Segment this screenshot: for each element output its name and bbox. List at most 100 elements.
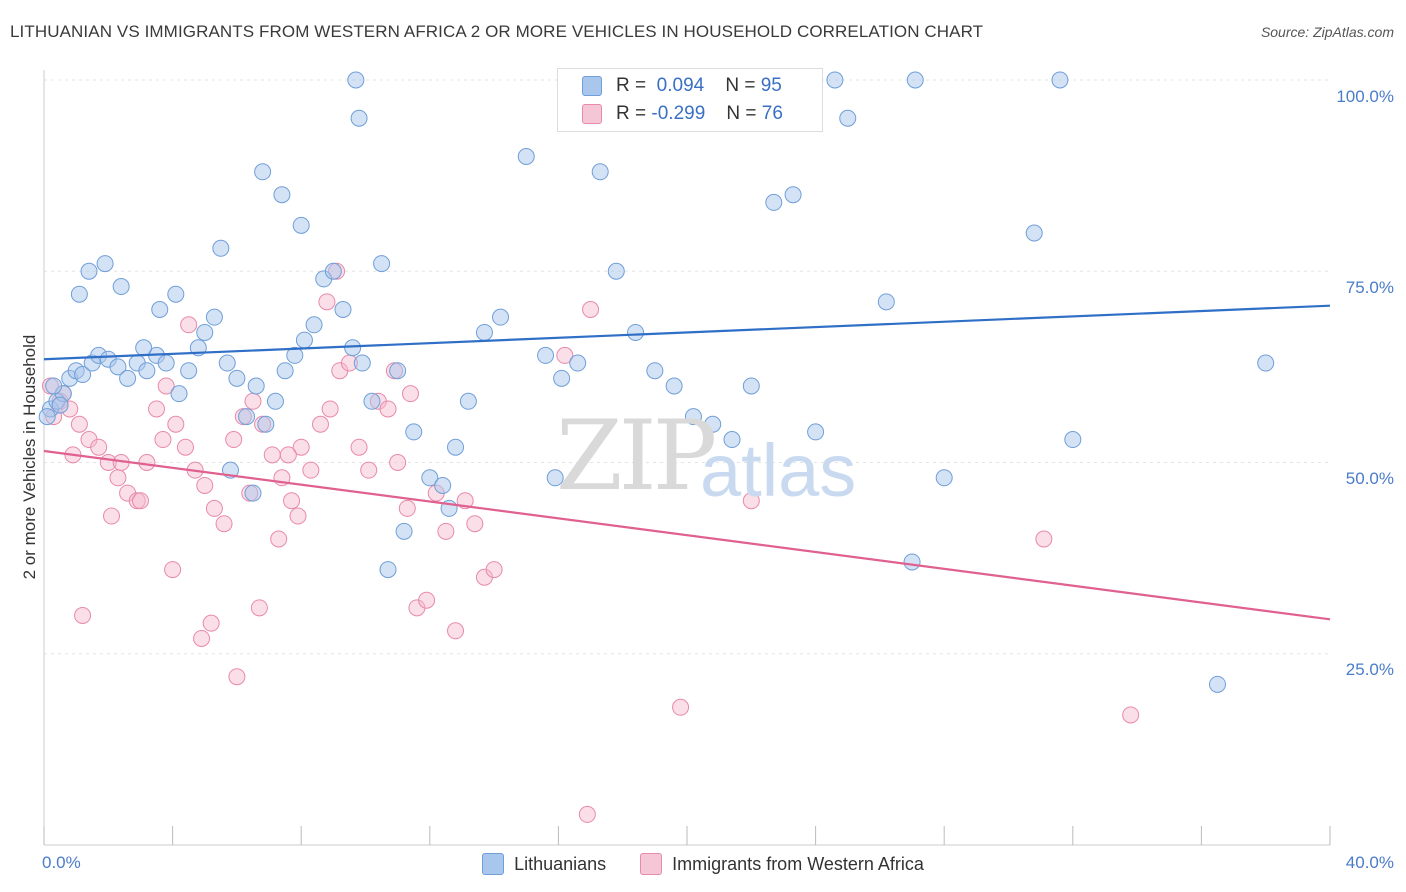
data-point-immigrants — [466, 515, 484, 533]
data-point-immigrants — [225, 431, 243, 449]
data-point-immigrants — [279, 446, 297, 464]
data-point-lithuanians — [389, 362, 407, 380]
data-point-immigrants — [672, 698, 690, 716]
data-point-lithuanians — [553, 369, 571, 387]
axes — [43, 70, 1331, 846]
series-immigrants-points — [41, 262, 1140, 823]
data-point-lithuanians — [305, 316, 323, 334]
data-point-immigrants — [176, 438, 194, 456]
stats-r-value: -0.299 — [651, 103, 706, 124]
data-point-immigrants — [1122, 706, 1140, 724]
data-point-lithuanians — [1064, 431, 1082, 449]
data-point-immigrants — [398, 499, 416, 517]
stats-swatch-blue — [582, 76, 602, 96]
data-point-immigrants — [582, 301, 600, 318]
data-point-immigrants — [311, 415, 329, 433]
data-point-lithuanians — [96, 255, 114, 273]
data-point-immigrants — [1035, 530, 1053, 548]
data-point-immigrants — [289, 507, 307, 525]
legend-label-lithuanians: Lithuanians — [514, 853, 607, 874]
x-tick-label-min: 0.0% — [42, 853, 81, 872]
data-point-lithuanians — [906, 71, 924, 89]
y-axis-label: 2 or more Vehicles in Household — [20, 334, 39, 580]
stats-r-label: R = — [616, 103, 647, 124]
data-point-lithuanians — [138, 362, 156, 380]
data-point-lithuanians — [228, 369, 246, 387]
data-point-immigrants — [283, 492, 301, 510]
legend: Lithuanians Immigrants from Western Afri… — [0, 853, 1406, 875]
legend-item-immigrants[interactable]: Immigrants from Western Africa — [640, 853, 924, 875]
data-point-lithuanians — [784, 186, 802, 204]
data-point-lithuanians — [807, 423, 825, 441]
data-point-lithuanians — [475, 323, 493, 341]
legend-item-lithuanians[interactable]: Lithuanians — [482, 853, 606, 875]
data-point-immigrants — [244, 392, 262, 410]
data-point-lithuanians — [839, 109, 857, 127]
source-label: Source: ZipAtlas.com — [1260, 24, 1394, 40]
data-point-immigrants — [193, 629, 211, 647]
data-point-lithuanians — [379, 561, 397, 579]
data-point-lithuanians — [569, 354, 587, 372]
data-point-lithuanians — [1051, 71, 1069, 89]
data-point-immigrants — [437, 522, 455, 540]
data-point-immigrants — [418, 591, 436, 609]
data-point-lithuanians — [51, 396, 69, 414]
data-point-immigrants — [318, 293, 336, 311]
series-lithuanians-points — [38, 71, 1275, 693]
stats-n-value: 95 — [760, 75, 782, 96]
data-point-lithuanians — [434, 476, 452, 494]
data-point-immigrants — [205, 499, 223, 517]
y-tick-label-25: 25.0% — [1345, 660, 1394, 679]
data-point-lithuanians — [347, 71, 365, 89]
data-point-lithuanians — [607, 262, 625, 280]
stats-row-immigrants: R = -0.299 N = 76 — [582, 103, 783, 125]
data-point-immigrants — [215, 515, 233, 533]
data-point-immigrants — [379, 400, 397, 418]
data-point-lithuanians — [344, 339, 362, 357]
data-point-immigrants — [103, 507, 121, 525]
data-point-lithuanians — [273, 186, 291, 204]
data-point-immigrants — [157, 377, 175, 395]
trend-line-lithuanians — [43, 304, 1331, 361]
data-point-immigrants — [270, 530, 288, 548]
data-point-immigrants — [131, 492, 149, 510]
data-point-immigrants — [74, 607, 92, 624]
data-point-lithuanians — [537, 346, 555, 364]
y-tick-label-100: 100.0% — [1336, 87, 1394, 106]
data-point-immigrants — [180, 316, 198, 334]
data-point-lithuanians — [459, 392, 477, 410]
data-point-lithuanians — [742, 377, 760, 395]
data-point-immigrants — [167, 415, 185, 433]
data-point-immigrants — [196, 476, 214, 494]
data-point-lithuanians — [276, 362, 294, 380]
data-point-lithuanians — [218, 354, 236, 372]
data-point-lithuanians — [646, 362, 664, 380]
data-point-lithuanians — [80, 262, 98, 280]
data-point-lithuanians — [877, 293, 895, 311]
stats-box: R = 0.094 N = 95 R = -0.299 N = 76 — [557, 68, 823, 132]
y-tick-label-50: 50.0% — [1345, 469, 1394, 488]
data-point-lithuanians — [765, 193, 783, 211]
data-point-lithuanians — [119, 369, 137, 387]
data-point-lithuanians — [723, 431, 741, 449]
data-point-lithuanians — [157, 354, 175, 372]
data-point-lithuanians — [405, 423, 423, 441]
stats-row-lithuanians: R = 0.094 N = 95 — [582, 75, 782, 97]
data-point-lithuanians — [353, 354, 371, 372]
trend-lines — [43, 304, 1331, 621]
stats-swatch-pink — [582, 104, 602, 124]
data-point-immigrants — [485, 561, 503, 579]
data-point-lithuanians — [70, 285, 88, 303]
data-point-immigrants — [154, 431, 172, 449]
data-point-lithuanians — [373, 255, 391, 273]
data-point-lithuanians — [244, 484, 262, 502]
data-point-lithuanians — [254, 163, 272, 181]
data-point-lithuanians — [447, 438, 465, 456]
data-point-lithuanians — [935, 469, 953, 487]
data-point-immigrants — [302, 461, 320, 479]
data-point-lithuanians — [591, 163, 609, 181]
data-point-immigrants — [70, 415, 88, 433]
data-point-lithuanians — [295, 331, 313, 349]
data-point-lithuanians — [665, 377, 683, 395]
data-point-lithuanians — [627, 323, 645, 341]
